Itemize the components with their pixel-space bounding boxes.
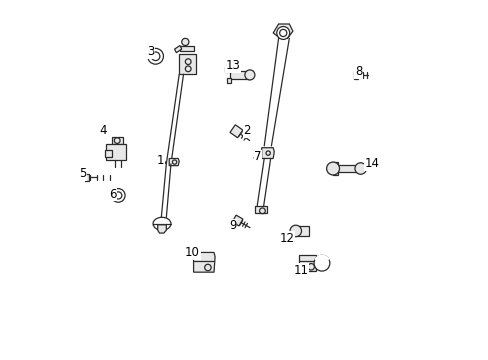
- Text: 8: 8: [354, 65, 362, 78]
- Polygon shape: [230, 71, 249, 78]
- Polygon shape: [169, 158, 179, 166]
- Text: 10: 10: [184, 246, 200, 259]
- Polygon shape: [232, 215, 243, 226]
- Polygon shape: [226, 78, 230, 83]
- Circle shape: [313, 255, 329, 271]
- Polygon shape: [180, 45, 194, 51]
- Text: 2: 2: [243, 124, 251, 137]
- Polygon shape: [104, 149, 112, 157]
- Polygon shape: [112, 137, 122, 144]
- Circle shape: [111, 189, 125, 202]
- Polygon shape: [224, 67, 230, 72]
- Polygon shape: [333, 165, 359, 172]
- Polygon shape: [229, 125, 243, 138]
- Polygon shape: [295, 226, 308, 236]
- Text: 1: 1: [156, 154, 163, 167]
- Ellipse shape: [153, 217, 171, 230]
- Polygon shape: [299, 255, 316, 271]
- Polygon shape: [273, 24, 292, 39]
- Polygon shape: [85, 174, 89, 181]
- Polygon shape: [261, 148, 274, 158]
- Circle shape: [354, 163, 366, 174]
- Polygon shape: [178, 54, 196, 74]
- Polygon shape: [106, 144, 126, 160]
- Circle shape: [289, 225, 301, 237]
- Wedge shape: [314, 255, 328, 263]
- Text: 7: 7: [254, 150, 262, 163]
- Polygon shape: [255, 206, 266, 213]
- Circle shape: [276, 27, 289, 40]
- Circle shape: [147, 48, 163, 64]
- Text: 11: 11: [293, 264, 308, 277]
- Polygon shape: [353, 71, 357, 78]
- Circle shape: [326, 162, 339, 175]
- Text: 13: 13: [225, 59, 240, 72]
- Circle shape: [182, 39, 188, 45]
- Text: 12: 12: [279, 231, 294, 244]
- Text: 3: 3: [146, 45, 154, 58]
- Text: 5: 5: [79, 167, 86, 180]
- Polygon shape: [174, 45, 182, 53]
- Polygon shape: [158, 225, 166, 233]
- Text: 4: 4: [99, 124, 106, 137]
- Polygon shape: [193, 252, 215, 272]
- Text: 14: 14: [364, 157, 379, 170]
- Polygon shape: [332, 162, 338, 175]
- Text: 9: 9: [229, 219, 236, 233]
- Text: 6: 6: [108, 188, 116, 201]
- Circle shape: [244, 70, 254, 80]
